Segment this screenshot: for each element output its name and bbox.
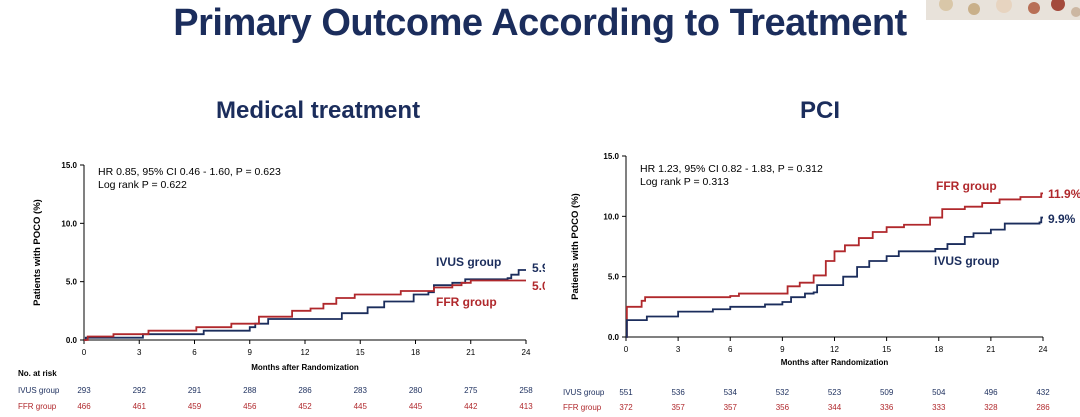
risk-row-value: 459 — [188, 402, 202, 411]
risk-row-value: 534 — [724, 388, 738, 397]
risk-row-value: 452 — [298, 402, 312, 411]
risk-row-value: 357 — [671, 403, 685, 412]
series-line-ivus-group — [84, 269, 526, 341]
series-name-label-ivus-group: IVUS group — [436, 255, 501, 269]
x-tick-label: 18 — [934, 345, 943, 354]
risk-row-label: IVUS group — [563, 388, 605, 397]
risk-row-value: 258 — [519, 386, 533, 395]
x-tick-label: 3 — [676, 345, 681, 354]
risk-row-value: 344 — [828, 403, 842, 412]
x-tick-label: 6 — [192, 348, 197, 357]
risk-row-value: 536 — [671, 388, 685, 397]
x-axis-label: Months after Randomization — [781, 358, 889, 367]
risk-row-value: 286 — [1036, 403, 1050, 412]
x-tick-label: 12 — [830, 345, 839, 354]
risk-row-value: 357 — [724, 403, 738, 412]
x-tick-label: 0 — [624, 345, 629, 354]
series-name-label-ffr-group: FFR group — [436, 295, 497, 309]
risk-row-value: 288 — [243, 386, 257, 395]
x-tick-label: 21 — [466, 348, 475, 357]
risk-row-value: 432 — [1036, 388, 1050, 397]
log-rank-text: Log rank P = 0.622 — [98, 179, 187, 191]
chart-medical-treatment: 0 3 6 9 12 15 18 21 24 0.0 5.0 10.0 15.0 Months after… — [18, 161, 545, 411]
risk-row-value: 292 — [133, 386, 147, 395]
y-tick-label: 10.0 — [603, 212, 619, 221]
x-tick-label: 24 — [1039, 345, 1048, 354]
risk-row-value: 442 — [464, 402, 478, 411]
y-tick-label: 5.0 — [66, 278, 78, 287]
risk-row-value: 509 — [880, 388, 894, 397]
log-rank-text: Log rank P = 0.313 — [640, 176, 729, 188]
risk-row-label: IVUS group — [18, 386, 60, 395]
x-tick-label: 3 — [137, 348, 142, 357]
series-end-value-ffr-group: 5.0% — [532, 279, 545, 293]
risk-row-value: 413 — [519, 402, 533, 411]
risk-row-value: 496 — [984, 388, 998, 397]
series-line-ffr-group — [84, 279, 526, 341]
risk-row-value: 280 — [409, 386, 423, 395]
risk-row-value: 523 — [828, 388, 842, 397]
series-end-value-ffr-group: 11.9% — [1048, 187, 1080, 201]
series-end-value-ivus-group: 9.9% — [1048, 212, 1076, 226]
risk-row-value: 532 — [776, 388, 790, 397]
risk-row-value: 461 — [133, 402, 147, 411]
series-line-ffr-group — [625, 192, 1043, 338]
risk-row-value: 336 — [880, 403, 894, 412]
risk-row-value: 504 — [932, 388, 946, 397]
series-name-label-ffr-group: FFR group — [936, 179, 997, 193]
y-tick-label: 5.0 — [608, 273, 620, 282]
x-tick-label: 15 — [882, 345, 891, 354]
risk-row-value: 466 — [77, 402, 91, 411]
risk-row-value: 356 — [776, 403, 790, 412]
risk-row-value: 456 — [243, 402, 257, 411]
corner-decorative-photo — [926, 0, 1080, 20]
series-end-value-ivus-group: 5.9% — [532, 261, 545, 275]
risk-row-label: FFR group — [563, 403, 602, 412]
x-tick-label: 6 — [728, 345, 733, 354]
x-tick-label: 12 — [301, 348, 310, 357]
x-tick-label: 15 — [356, 348, 365, 357]
x-tick-label: 18 — [411, 348, 420, 357]
panel-title-medical: Medical treatment — [216, 97, 421, 124]
y-axis-label: Patients with POCO (%) — [570, 193, 581, 300]
x-tick-label: 9 — [248, 348, 253, 357]
y-axis-label: Patients with POCO (%) — [32, 199, 43, 306]
y-tick-label: 10.0 — [61, 219, 77, 228]
x-tick-label: 0 — [82, 348, 87, 357]
panel-title-pci: PCI — [800, 97, 841, 124]
risk-row-value: 333 — [932, 403, 946, 412]
x-axis-label: Months after Randomization — [251, 363, 359, 372]
risk-row-value: 286 — [298, 386, 312, 395]
risk-row-value: 283 — [354, 386, 368, 395]
risk-row-value: 445 — [354, 402, 368, 411]
series-line-ivus-group — [625, 216, 1043, 338]
risk-row-value: 291 — [188, 386, 202, 395]
risk-row-value: 293 — [77, 386, 91, 395]
risk-row-value: 372 — [619, 403, 633, 412]
x-tick-label: 24 — [522, 348, 531, 357]
risk-table-header: No. at risk — [18, 369, 57, 378]
hazard-ratio-text: HR 0.85, 95% CI 0.46 - 1.60, P = 0.623 — [98, 166, 281, 178]
risk-row-label: FFR group — [18, 402, 57, 411]
page-title: Primary Outcome According to Treatment — [173, 2, 907, 44]
y-tick-label: 0.0 — [608, 333, 620, 342]
risk-row-value: 275 — [464, 386, 478, 395]
hazard-ratio-text: HR 1.23, 95% CI 0.82 - 1.83, P = 0.312 — [640, 163, 823, 175]
y-tick-label: 15.0 — [603, 152, 619, 161]
risk-row-value: 328 — [984, 403, 998, 412]
risk-row-value: 551 — [619, 388, 633, 397]
x-tick-label: 9 — [780, 345, 785, 354]
series-name-label-ivus-group: IVUS group — [934, 254, 999, 268]
x-tick-label: 21 — [986, 345, 995, 354]
y-tick-label: 0.0 — [66, 336, 78, 345]
y-tick-label: 15.0 — [61, 161, 77, 170]
risk-row-value: 445 — [409, 402, 423, 411]
